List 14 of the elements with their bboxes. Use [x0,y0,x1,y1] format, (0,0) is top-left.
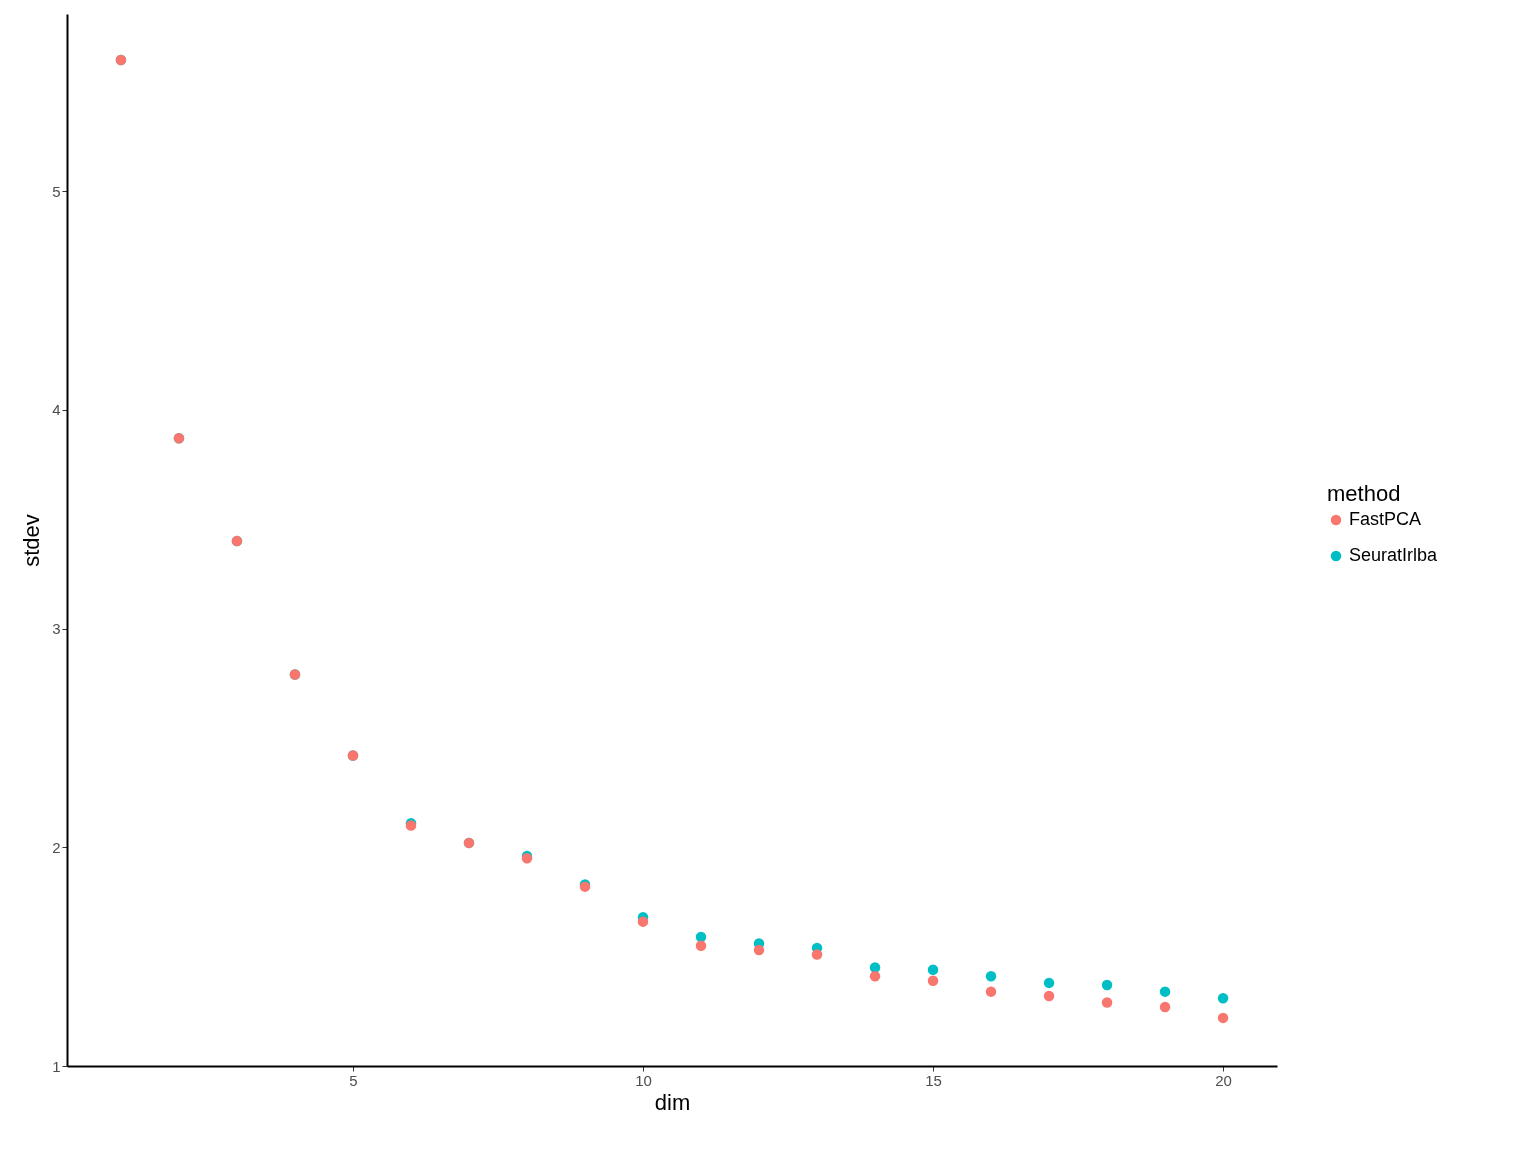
y-tick-label: 4 [52,401,61,419]
x-tick-label: 20 [1215,1071,1232,1089]
y-tick-label: 2 [52,838,61,856]
legend-title: method [1327,481,1401,506]
y-tick-label: 5 [52,182,61,200]
legend-label: FastPCA [1349,509,1422,529]
y-tick-label: 1 [52,1057,61,1075]
y-tick-label: 3 [52,620,61,638]
x-tick-label: 10 [635,1071,652,1089]
x-tick-label: 15 [925,1071,942,1089]
legend-label: SeuratIrlba [1349,545,1439,565]
y-axis-title: stdev [19,514,45,567]
x-tick-label: 5 [349,1071,358,1089]
x-axis-title: dim [654,1089,691,1115]
